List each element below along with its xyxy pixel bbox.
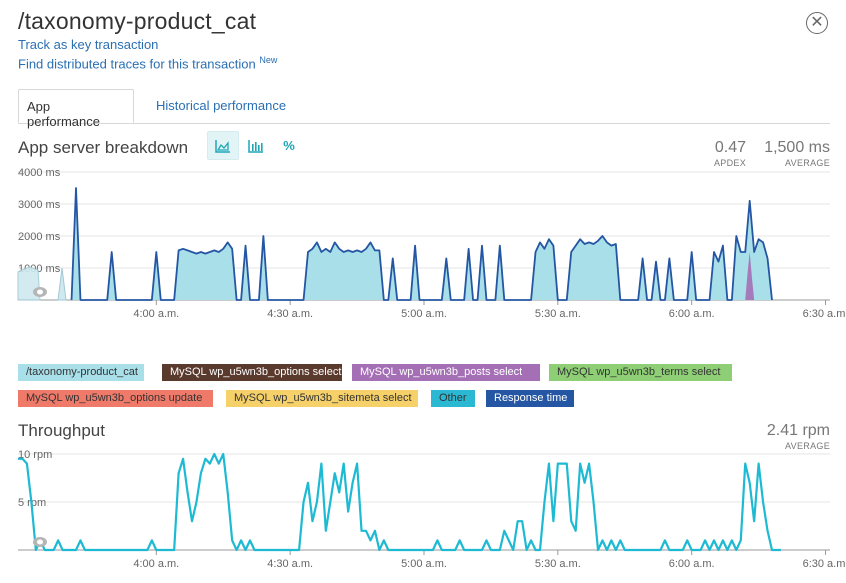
apdex-label: APDEX [713,158,746,168]
legend-item-response-time[interactable]: Response time [486,390,574,407]
x-tick-label: 4:00 a.m. [133,308,179,320]
average-response-label: AVERAGE [785,158,830,168]
throughput-line [18,452,781,552]
y-tick-label: 4000 ms [18,167,61,179]
close-icon: ✕ [810,14,824,31]
tab-app-performance[interactable]: App performance [18,89,134,129]
eye-icon-pupil [37,539,43,545]
area-chart-button[interactable] [207,131,239,160]
x-tick-label: 4:00 a.m. [133,558,179,570]
x-tick-label: 4:30 a.m. [267,308,313,320]
y-tick-label: 10 rpm [18,449,52,461]
throughput-title: Throughput [18,421,105,440]
throughput-value: 2.41 rpm [766,422,830,439]
legend-item-mysql-wp-u5wn3b-sitemeta-select[interactable]: MySQL wp_u5wn3b_sitemeta select [226,390,418,407]
legend-item-taxonomy-product-cat[interactable]: /taxonomy-product_cat [18,364,144,381]
tabs-divider [18,123,830,124]
new-badge: New [259,55,278,65]
x-tick-label: 5:00 a.m. [401,308,447,320]
x-tick-label: 6:00 a.m. [669,308,715,320]
x-tick-label: 6:30 a.m. [803,308,846,320]
percent-view-button[interactable]: % [283,138,295,153]
legend-item-mysql-wp-u5wn3b-options-update[interactable]: MySQL wp_u5wn3b_options update [18,390,213,407]
x-tick-label: 5:00 a.m. [401,558,447,570]
area-chart-icon [215,139,230,153]
legend-item-mysql-wp-u5wn3b-posts-select[interactable]: MySQL wp_u5wn3b_posts select [352,364,540,381]
y-tick-label: 3000 ms [18,199,61,211]
response-time-line [70,187,773,301]
distributed-traces-label: Find distributed traces for this transac… [18,56,256,72]
x-tick-label: 5:30 a.m. [535,308,581,320]
x-tick-label: 6:00 a.m. [669,558,715,570]
x-tick-label: 6:30 a.m. [803,558,846,570]
x-tick-label: 4:30 a.m. [267,558,313,570]
track-key-transaction-link[interactable]: Track as key transaction [18,37,159,52]
bar-chart-icon [248,139,263,153]
bar-chart-button[interactable] [240,131,272,160]
legend-item-mysql-wp-u5wn3b-options-select[interactable]: MySQL wp_u5wn3b_options select [162,364,342,381]
x-tick-label: 5:30 a.m. [535,558,581,570]
throughput-label: AVERAGE [785,441,830,451]
legend-item-mysql-wp-u5wn3b-terms-select[interactable]: MySQL wp_u5wn3b_terms select [549,364,732,381]
average-response-value: 1,500 ms [764,139,830,156]
breakdown-title: App server breakdown [18,138,189,157]
mysql-wp-u5wn3b-posts-select-area [745,252,755,300]
close-button[interactable]: ✕ [806,12,828,34]
page-title: /taxonomy-product_cat [18,8,257,34]
previous-period-spike [57,267,67,301]
tab-historical-performance[interactable]: Historical performance [156,98,287,113]
legend-item-other[interactable]: Other [431,390,475,407]
apdex-value: 0.47 [714,139,746,156]
distributed-traces-link[interactable]: Find distributed traces for this transac… [18,55,277,71]
response-time-area [71,188,773,300]
eye-icon-pupil [37,289,43,295]
y-tick-label: 2000 ms [18,231,61,243]
